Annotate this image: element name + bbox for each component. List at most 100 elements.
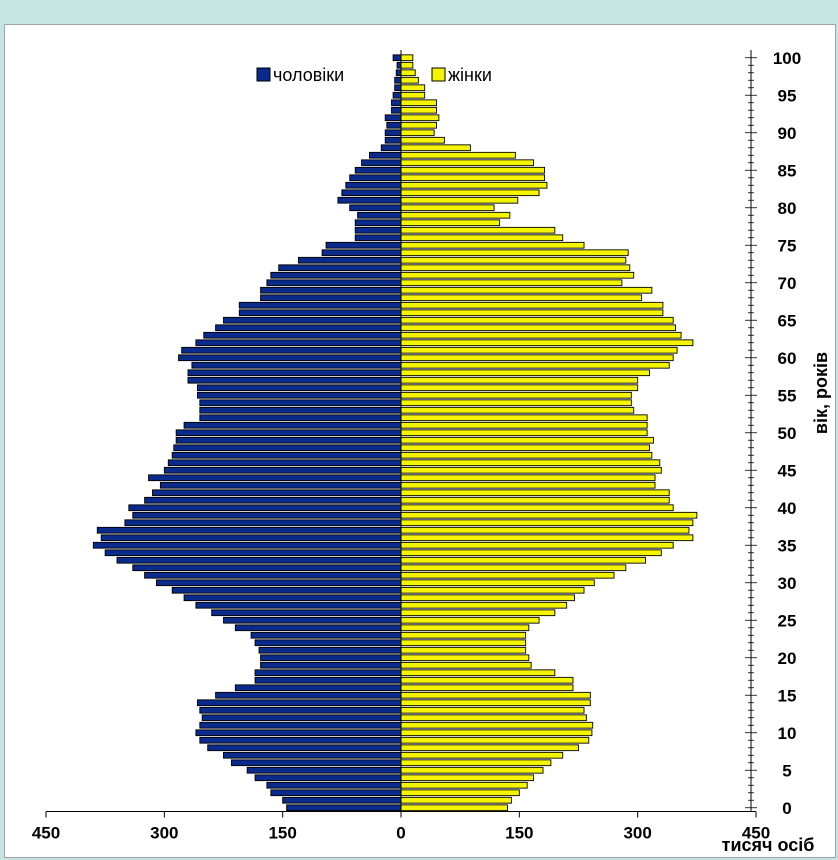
female-bar-age-30 — [400, 579, 595, 587]
female-bar-age-58 — [400, 369, 650, 377]
x-tick-label: 450 — [742, 824, 770, 843]
female-bar-age-40 — [400, 504, 674, 512]
female-bar-age-69 — [400, 286, 653, 294]
female-bar-age-62 — [400, 339, 694, 347]
female-bar-age-48 — [400, 444, 650, 452]
female-bar-age-46 — [400, 459, 661, 467]
female-bar-age-88 — [400, 144, 471, 152]
male-bar-age-33 — [116, 556, 402, 564]
male-bar-age-80 — [349, 204, 402, 212]
male-bar-age-20 — [260, 654, 402, 662]
female-bar-age-22 — [400, 639, 527, 647]
female-bar-age-82 — [400, 189, 540, 197]
male-bar-age-43 — [159, 481, 402, 489]
female-bar-age-92 — [400, 114, 440, 122]
female-bar-age-98 — [400, 69, 416, 77]
female-bar-age-13 — [400, 706, 585, 714]
male-bar-age-84 — [349, 174, 402, 182]
female-bar-age-36 — [400, 534, 694, 542]
population-pyramid-chart: 450 300 150 0 150 300 450 0 5 10 15 20 25 30 35 40 45 50… — [32, 49, 831, 855]
y-tick-label: 80 — [778, 199, 797, 218]
male-bar-age-21 — [258, 646, 402, 654]
male-bar-age-92 — [384, 114, 402, 122]
female-bar-age-38 — [400, 519, 694, 527]
male-bar-age-17 — [254, 676, 402, 684]
male-bar-age-78 — [354, 219, 402, 227]
male-bar-age-85 — [354, 166, 402, 174]
female-bar-age-77 — [400, 226, 556, 234]
female-bar-age-29 — [400, 586, 585, 594]
female-bar-age-18 — [400, 669, 556, 677]
male-bar-age-9 — [199, 736, 402, 744]
male-bar-age-87 — [368, 151, 402, 159]
female-bar-age-65 — [400, 316, 674, 324]
female-bar-age-95 — [400, 91, 426, 99]
male-bar-age-74 — [321, 249, 402, 257]
female-bar-age-19 — [400, 661, 532, 669]
x-axis: 450 300 150 0 150 300 450 — [32, 50, 770, 843]
male-bar-age-89 — [384, 136, 402, 144]
y-tick-label: 30 — [778, 574, 797, 593]
female-bar-age-64 — [400, 324, 676, 332]
female-bar-age-31 — [400, 571, 615, 579]
female-bar-age-55 — [400, 391, 632, 399]
male-bar-age-34 — [104, 549, 402, 557]
male-bar-age-16 — [234, 684, 402, 692]
female-bar-age-99 — [400, 61, 414, 69]
female-bar-age-94 — [400, 99, 437, 107]
y-tick-label: 10 — [778, 724, 797, 743]
female-bar-age-37 — [400, 526, 690, 534]
male-bar-age-52 — [199, 414, 402, 422]
male-bar-age-22 — [254, 639, 402, 647]
y-tick-label: 35 — [778, 536, 797, 555]
male-bar-age-99 — [396, 61, 402, 69]
y-axis-title: вік, років — [811, 352, 831, 434]
female-bar-age-25 — [400, 616, 540, 624]
female-bar-age-96 — [400, 84, 426, 92]
y-tick-label: 45 — [778, 461, 797, 480]
male-bar-age-26 — [211, 609, 402, 617]
y-tick-label: 100 — [773, 49, 801, 68]
female-bar-age-70 — [400, 279, 623, 287]
female-bar-age-52 — [400, 414, 648, 422]
male-bar-age-39 — [132, 511, 402, 519]
female-bar-age-45 — [400, 466, 662, 474]
male-bar-age-95 — [392, 91, 402, 99]
female-bar-age-93 — [400, 106, 437, 114]
female-bar-age-90 — [400, 129, 435, 137]
female-bar-age-61 — [400, 346, 678, 354]
female-bar-age-54 — [400, 399, 632, 407]
y-tick-label: 70 — [778, 274, 797, 293]
female-bar-age-16 — [400, 684, 574, 692]
female-bar-age-86 — [400, 159, 534, 167]
female-bar-age-83 — [400, 181, 548, 189]
female-bar-age-8 — [400, 744, 579, 752]
female-bar-age-11 — [400, 721, 594, 729]
male-bar-age-55 — [197, 391, 402, 399]
female-bar-age-35 — [400, 541, 674, 549]
female-bar-age-73 — [400, 256, 627, 264]
male-bar-age-54 — [199, 399, 402, 407]
female-bar-age-71 — [400, 271, 635, 279]
male-bar-age-38 — [124, 519, 402, 527]
female-bar-age-68 — [400, 294, 643, 302]
male-bar-age-6 — [230, 759, 402, 767]
female-bar-age-24 — [400, 624, 530, 632]
legend: чоловіки жінки — [256, 65, 492, 85]
female-bar-age-6 — [400, 759, 552, 767]
male-bar-age-56 — [197, 384, 402, 392]
y-tick-label: 5 — [782, 761, 791, 780]
male-bar-age-70 — [266, 279, 402, 287]
male-bar-age-53 — [199, 406, 402, 414]
female-bar-age-60 — [400, 354, 674, 362]
male-bar-age-73 — [297, 256, 402, 264]
male-bar-age-44 — [148, 474, 402, 482]
female-bar-age-10 — [400, 729, 593, 737]
male-bar-age-65 — [223, 316, 402, 324]
male-bar-age-23 — [250, 631, 402, 639]
y-tick-label: 55 — [778, 386, 797, 405]
male-bar-age-32 — [132, 564, 402, 572]
male-bar-age-45 — [163, 466, 402, 474]
male-bar-age-48 — [173, 444, 402, 452]
male-bar-age-69 — [260, 286, 402, 294]
